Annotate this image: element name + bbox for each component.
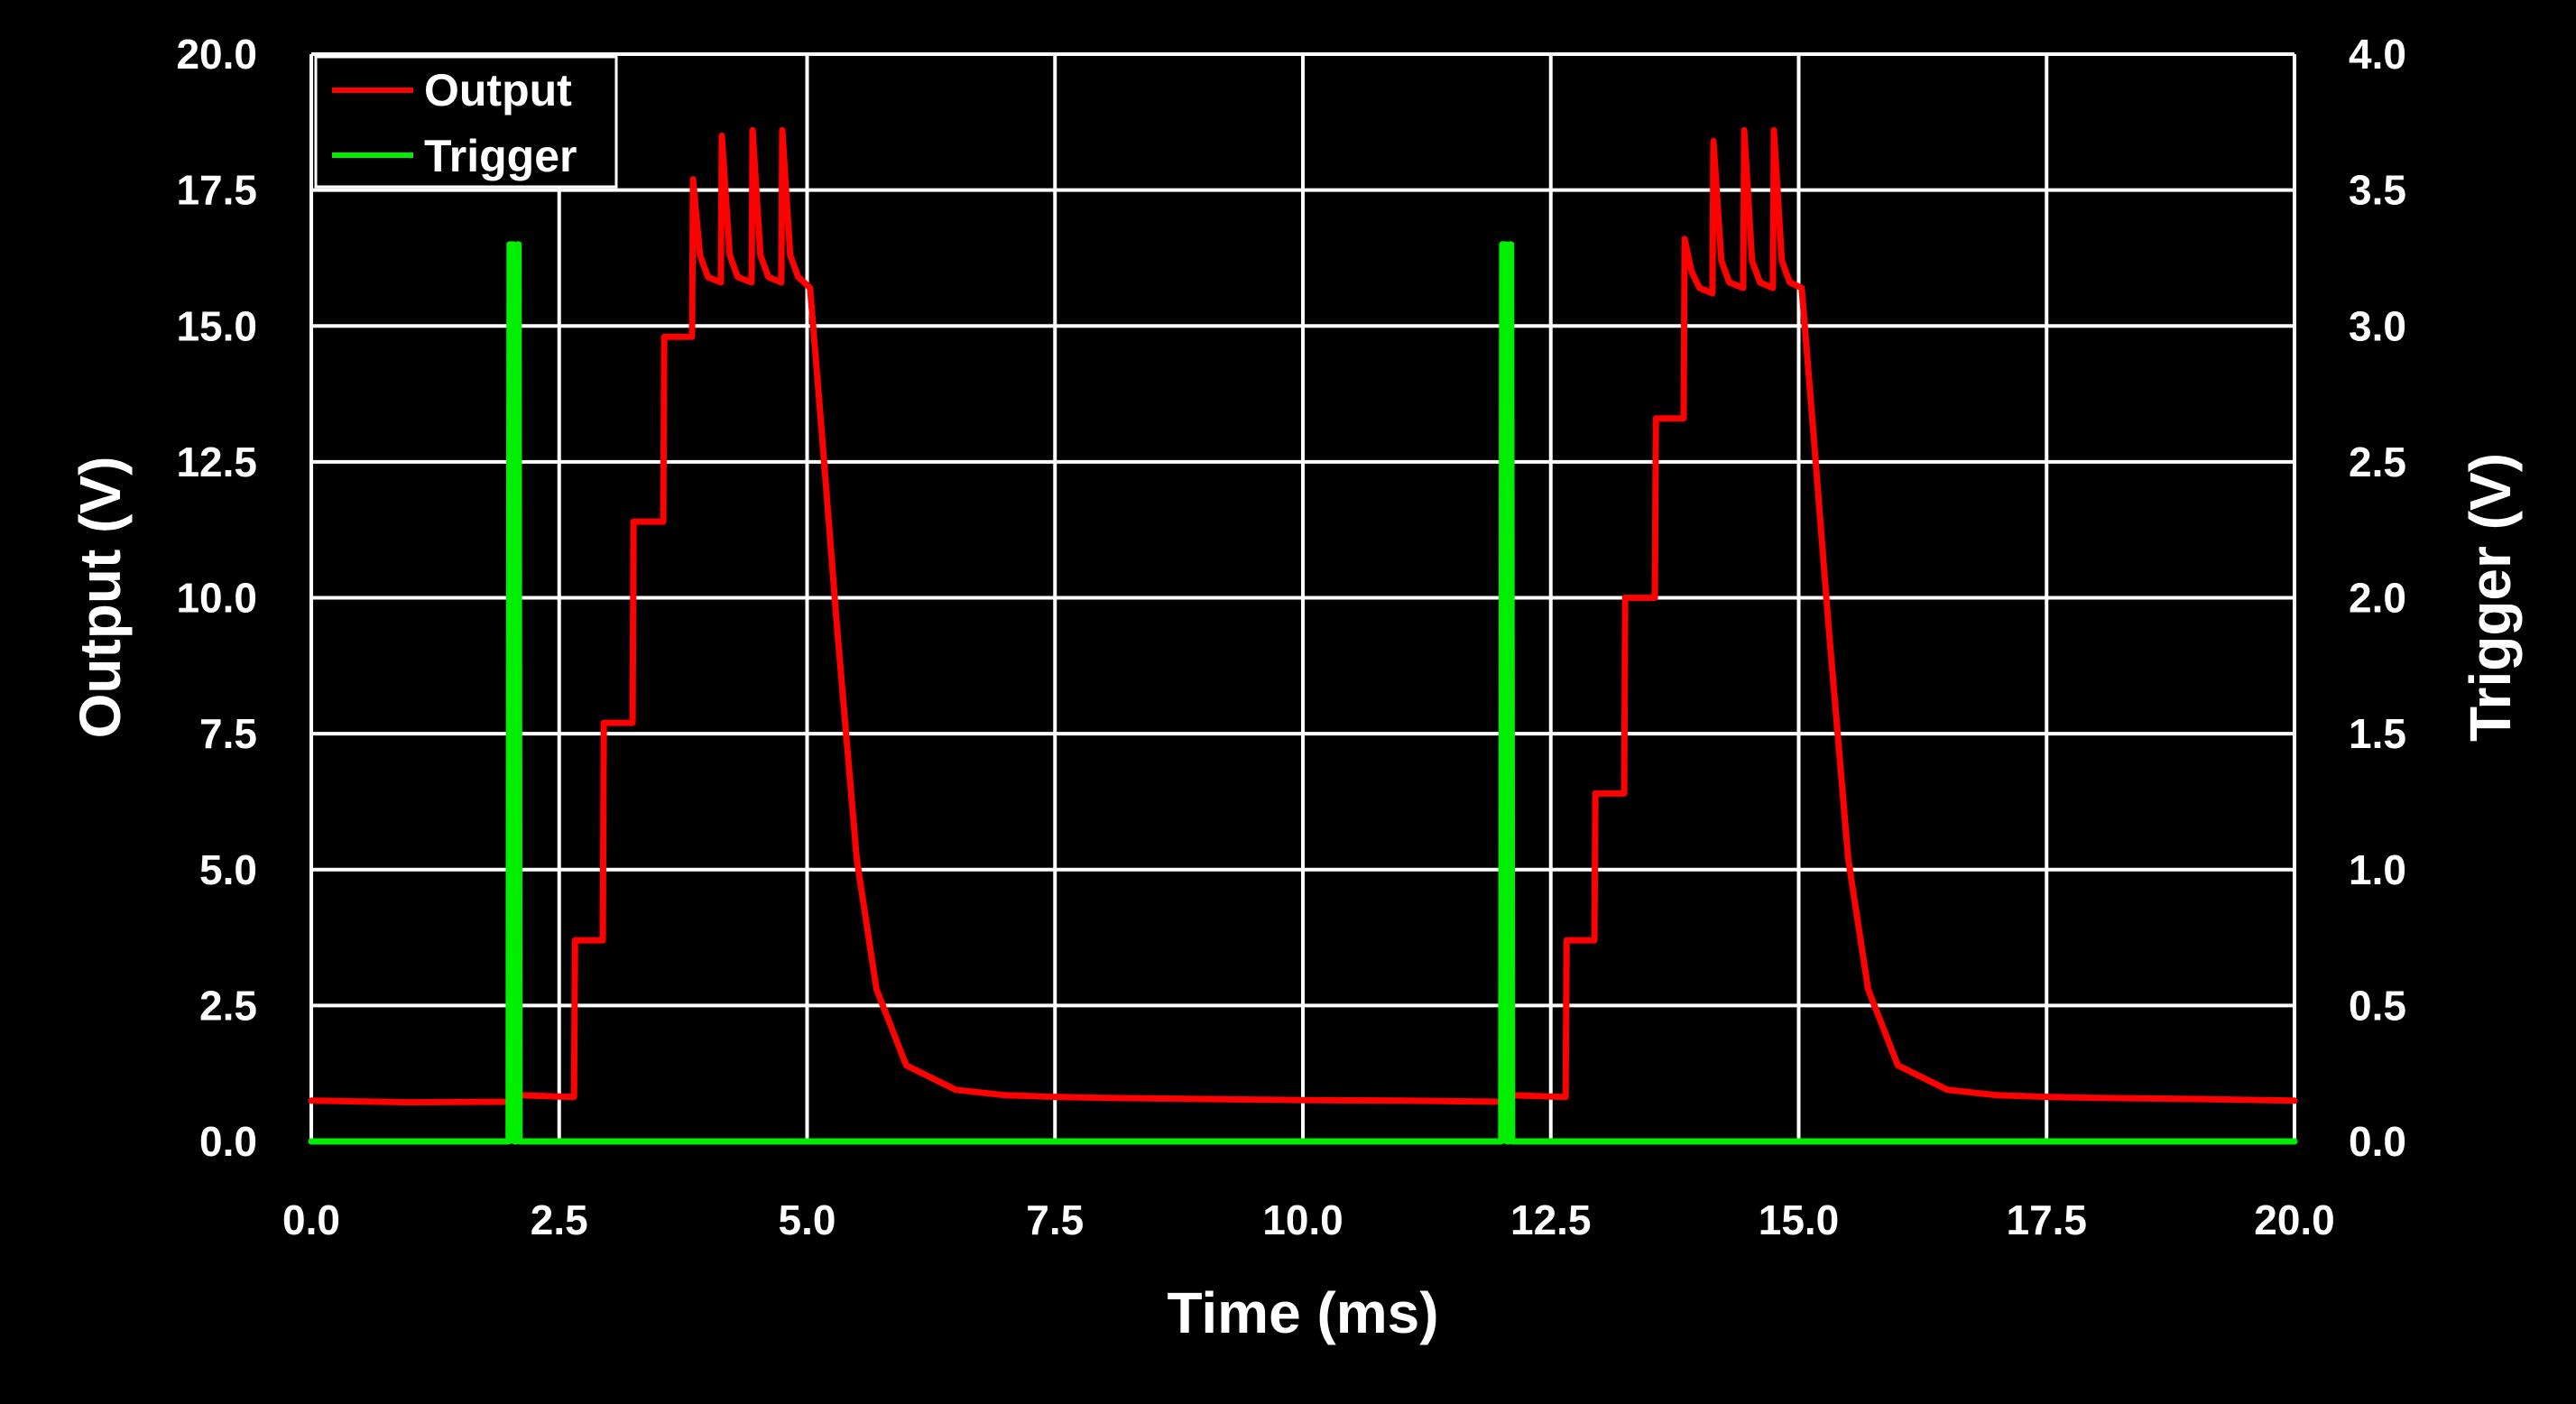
y-tick-label: 12.5 <box>176 439 257 485</box>
y-tick-labels: 0.0 2.5 5.0 7.5 10.0 12.5 15.0 17.5 20.0 <box>176 31 257 1165</box>
y2-tick-labels: 0.0 0.5 1.0 1.5 2.0 2.5 3.0 3.5 4.0 <box>2349 31 2406 1165</box>
y-axis-title: Output (V) <box>68 457 133 739</box>
x-tick-label: 20.0 <box>2254 1196 2335 1243</box>
y-tick-label: 5.0 <box>199 846 257 893</box>
legend-label-trigger: Trigger <box>424 131 577 181</box>
series-line-output <box>308 126 2298 1106</box>
x-axis-title: Time (ms) <box>1167 1280 1438 1345</box>
x-tick-label: 5.0 <box>779 1196 836 1243</box>
y2-tick-label: 4.0 <box>2349 31 2406 78</box>
y-tick-label: 17.5 <box>176 167 257 214</box>
y-tick-label: 10.0 <box>176 575 257 622</box>
x-tick-label: 17.5 <box>2006 1196 2087 1243</box>
series-line-trigger <box>308 241 2298 1145</box>
x-tick-labels: 0.0 2.5 5.0 7.5 10.0 12.5 15.0 17.5 20.0 <box>282 1196 2335 1243</box>
series-layer <box>308 126 2298 1145</box>
x-tick-label: 15.0 <box>1759 1196 1840 1243</box>
y2-tick-label: 0.5 <box>2349 982 2406 1029</box>
legend: Output Trigger <box>314 55 618 189</box>
legend-label-output: Output <box>424 65 572 115</box>
y2-tick-label: 0.0 <box>2349 1118 2406 1165</box>
y2-tick-label: 2.5 <box>2349 439 2406 485</box>
x-tick-label: 0.0 <box>282 1196 340 1243</box>
x-tick-label: 2.5 <box>531 1196 588 1243</box>
y-tick-label: 7.5 <box>199 710 257 757</box>
x-tick-label: 10.0 <box>1262 1196 1343 1243</box>
y-tick-label: 15.0 <box>176 302 257 349</box>
y2-tick-label: 1.5 <box>2349 710 2406 757</box>
y2-tick-label: 3.0 <box>2349 302 2406 349</box>
y-tick-label: 0.0 <box>199 1118 257 1165</box>
legend-box <box>314 55 618 189</box>
y2-axis-title: Trigger (V) <box>2458 453 2523 742</box>
x-tick-label: 7.5 <box>1026 1196 1084 1243</box>
grid <box>309 52 2296 1143</box>
y2-tick-label: 2.0 <box>2349 575 2406 622</box>
y2-tick-label: 1.0 <box>2349 846 2406 893</box>
x-tick-label: 12.5 <box>1510 1196 1592 1243</box>
y-tick-label: 2.5 <box>199 982 257 1029</box>
y2-tick-label: 3.5 <box>2349 167 2406 214</box>
y-tick-label: 20.0 <box>176 31 257 78</box>
